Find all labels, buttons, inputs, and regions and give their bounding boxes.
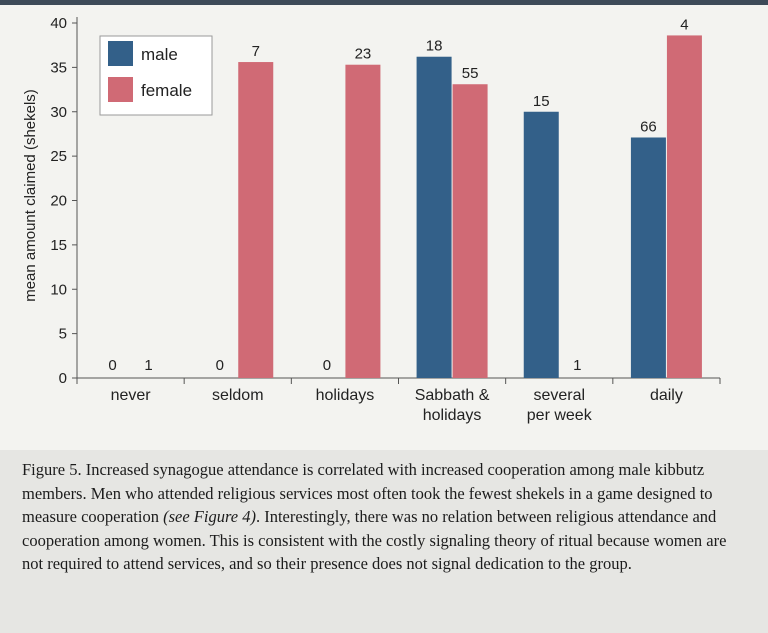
bar-value-label: 0 bbox=[323, 357, 331, 374]
bar-value-label: 7 bbox=[252, 43, 260, 60]
x-category-label: holidays bbox=[423, 407, 482, 424]
y-tick-label: 20 bbox=[50, 193, 67, 210]
x-category-label: holidays bbox=[316, 387, 375, 404]
y-tick-label: 0 bbox=[59, 370, 67, 387]
bar-value-label: 66 bbox=[640, 118, 657, 135]
x-category-label: per week bbox=[527, 407, 593, 424]
bar-male bbox=[630, 137, 666, 378]
y-tick-label: 40 bbox=[50, 15, 67, 32]
y-tick-label: 30 bbox=[50, 104, 67, 121]
caption-tail: . Interestingly, there was no relation b… bbox=[22, 507, 727, 573]
bar-male bbox=[416, 56, 452, 378]
legend-swatch-female bbox=[108, 77, 133, 102]
bar-value-label: 0 bbox=[108, 357, 116, 374]
legend-swatch-male bbox=[108, 41, 133, 66]
legend-label-female: female bbox=[141, 81, 192, 100]
top-border-strip bbox=[0, 0, 768, 5]
bar-value-label: 1 bbox=[573, 357, 581, 374]
bar-value-label: 23 bbox=[355, 46, 372, 63]
x-category-label: seldom bbox=[212, 387, 264, 404]
bar-value-label: 55 bbox=[462, 65, 479, 82]
bar-male bbox=[523, 111, 559, 378]
bar-value-label: 15 bbox=[533, 93, 550, 110]
y-tick-label: 35 bbox=[50, 59, 67, 76]
chart-panel: 0 5 10 15 20 25 30 35 40 mean amount claimed (she… bbox=[0, 5, 768, 450]
bar-value-label: 4 bbox=[680, 16, 688, 33]
figure-caption: Figure 5. Increased synagogue attendance… bbox=[22, 458, 730, 576]
y-tick-label: 10 bbox=[50, 281, 67, 298]
x-category-label: Sabbath & bbox=[415, 387, 490, 404]
bar-female bbox=[345, 64, 381, 379]
bar-value-label: 1 bbox=[144, 357, 152, 374]
caption-lead: Figure 5. Increased synagogue attendance… bbox=[22, 460, 713, 526]
bar-female bbox=[666, 35, 702, 379]
x-category-label: never bbox=[111, 387, 152, 404]
y-tick-label: 25 bbox=[50, 148, 67, 165]
y-tick-label: 5 bbox=[59, 326, 67, 343]
bar-value-label: 0 bbox=[216, 357, 224, 374]
x-category-label: several bbox=[533, 387, 585, 404]
y-axis-label: mean amount claimed (shekels) bbox=[22, 89, 39, 302]
x-category-label: daily bbox=[650, 387, 683, 404]
bar-value-label: 18 bbox=[426, 38, 443, 55]
legend-label-male: male bbox=[141, 45, 178, 64]
bar-female bbox=[238, 62, 274, 379]
bar-female bbox=[452, 84, 488, 379]
caption-figure-reference: (see Figure 4) bbox=[163, 507, 256, 526]
y-tick-label: 15 bbox=[50, 237, 67, 254]
